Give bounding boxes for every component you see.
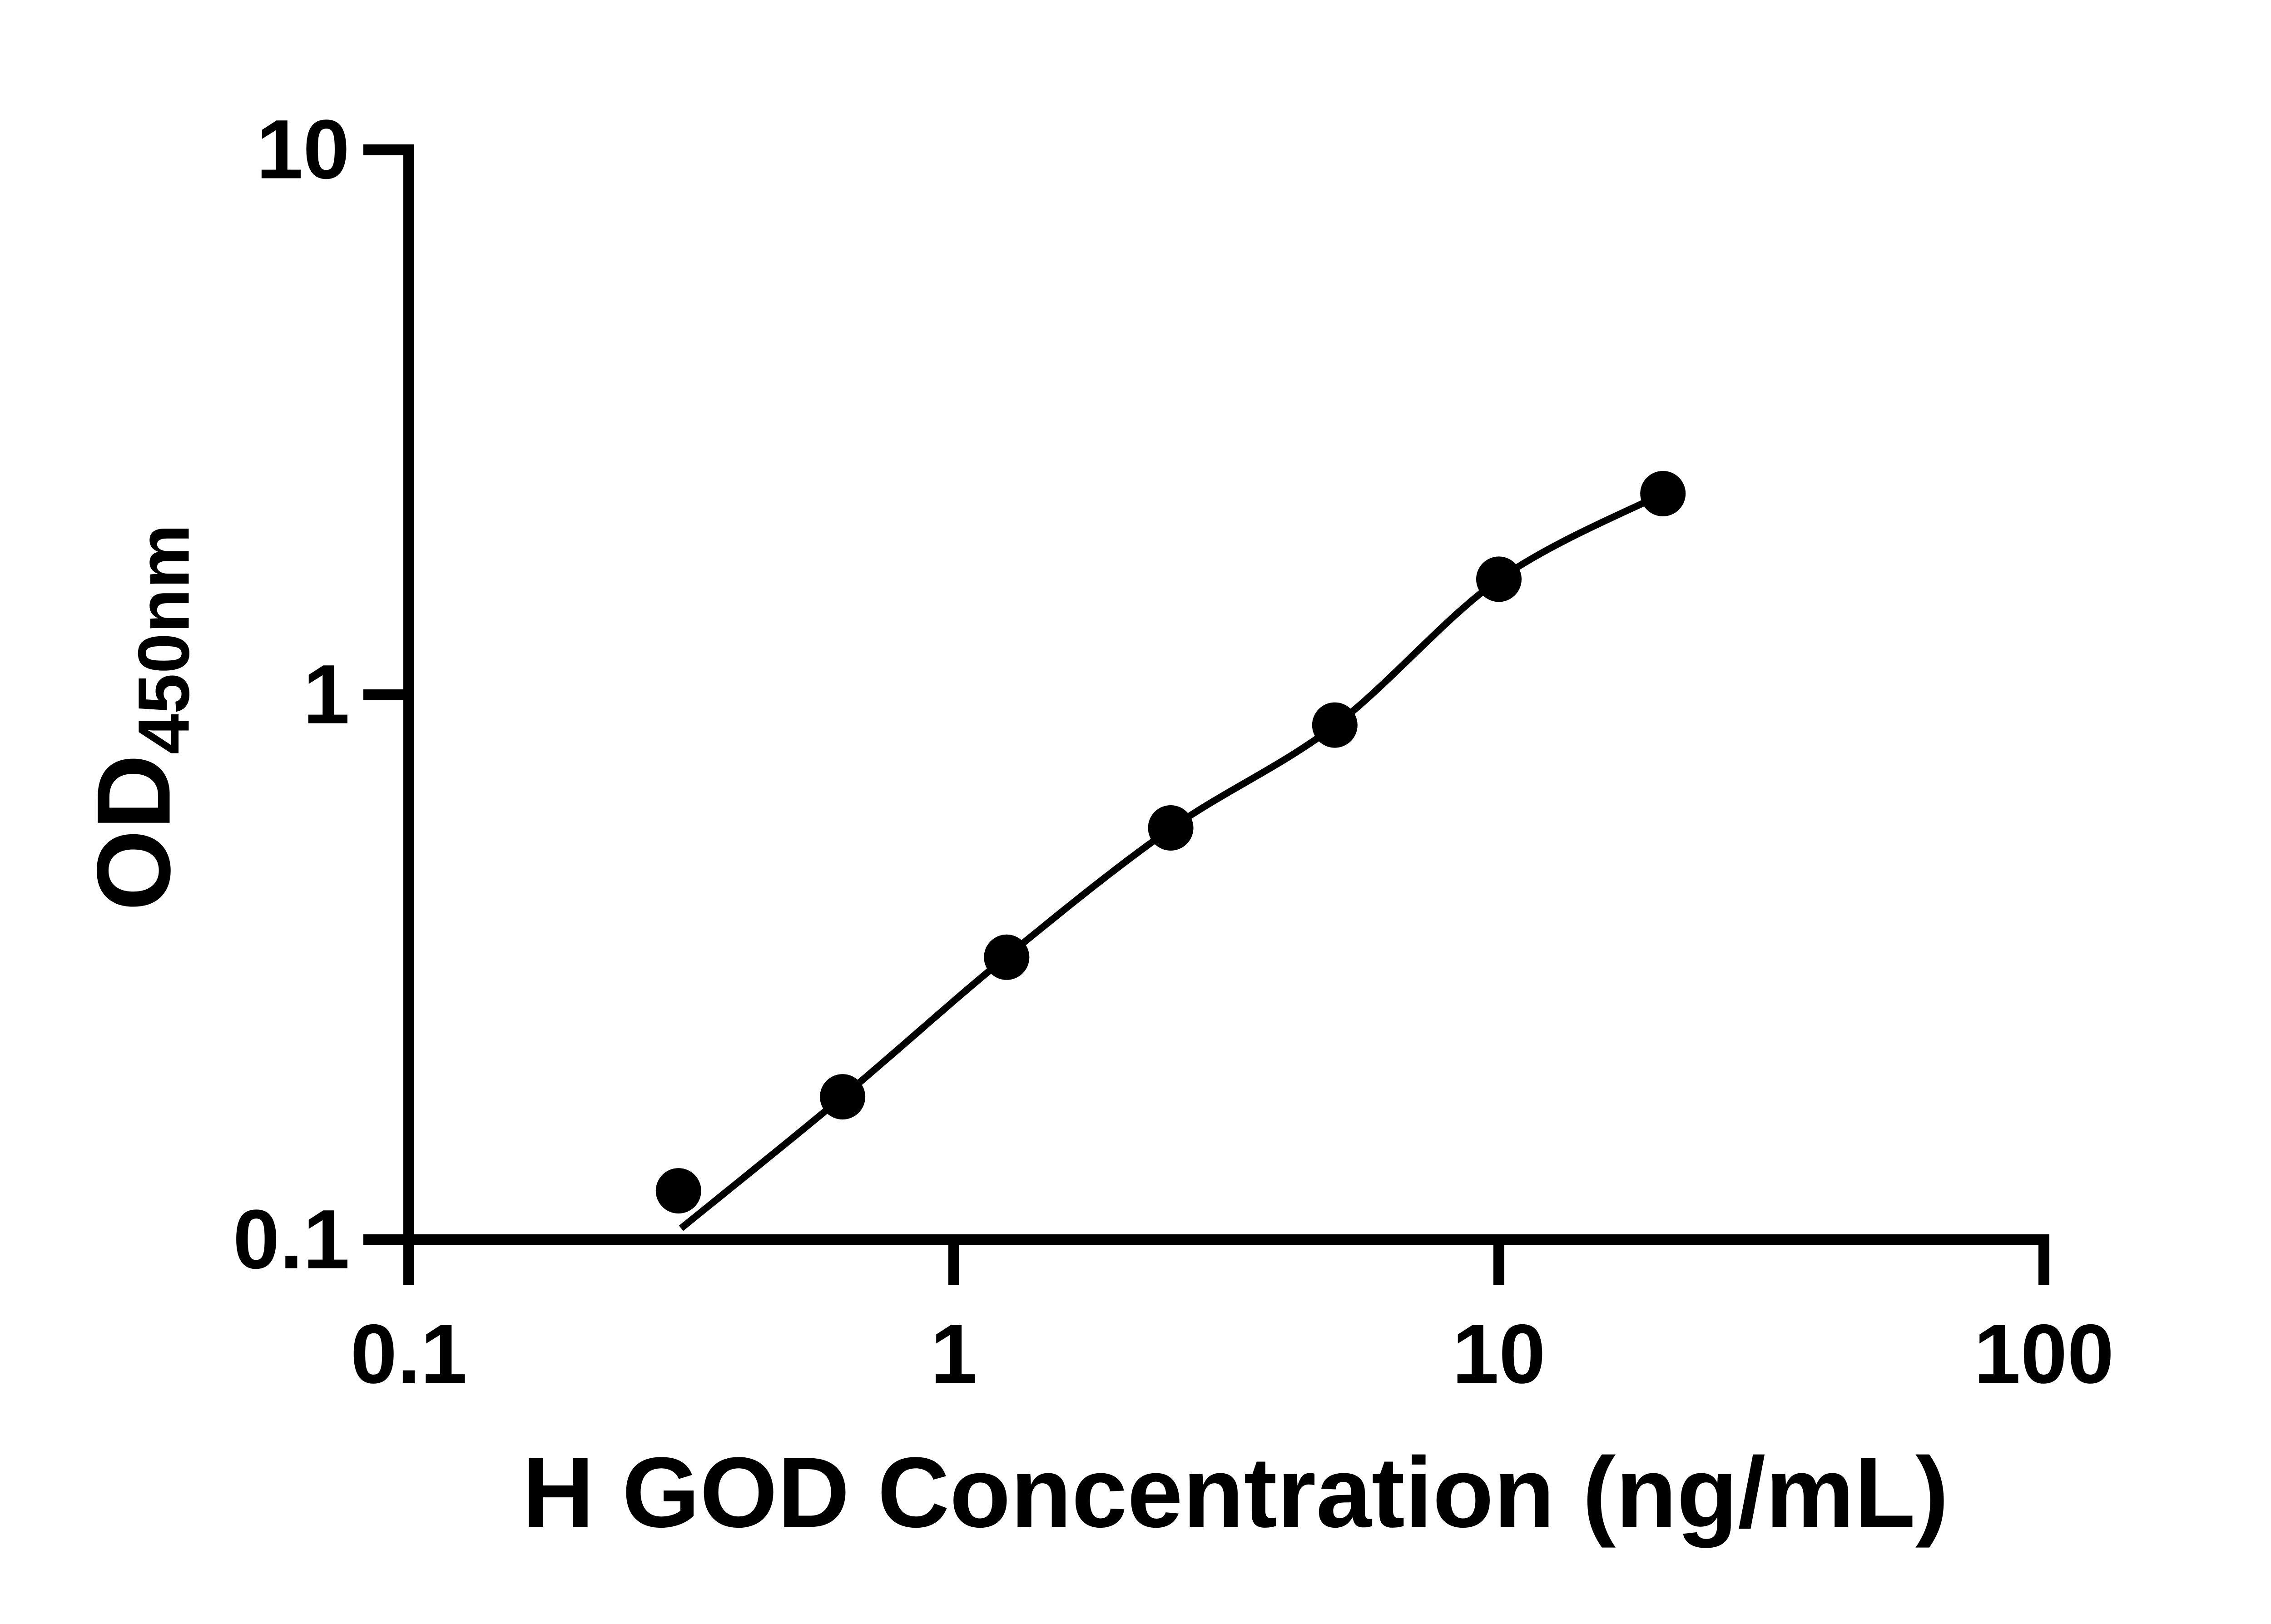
data-point-3 [1148, 805, 1194, 851]
fit-curve [679, 490, 1665, 1231]
data-point-4 [1312, 702, 1358, 748]
y-tick-label-1: 1 [303, 648, 350, 742]
data-point-0 [655, 1168, 701, 1214]
y-tick-label-0.1: 0.1 [233, 1193, 350, 1287]
data-point-5 [1476, 556, 1522, 602]
y-tick-label-10: 10 [256, 103, 350, 197]
x-axis-title: H GOD Concentration (ng/mL) [522, 1436, 1949, 1548]
x-tick-label-1: 1 [930, 1307, 977, 1401]
data-point-2 [984, 934, 1030, 980]
data-point-6 [1640, 470, 1686, 516]
y-axis-title-main: OD [75, 754, 192, 911]
data-point-1 [820, 1074, 866, 1120]
x-tick-label-10: 10 [1452, 1307, 1546, 1401]
x-tick-label-0.1: 0.1 [350, 1307, 467, 1401]
x-tick-label-100: 100 [1973, 1307, 2114, 1401]
